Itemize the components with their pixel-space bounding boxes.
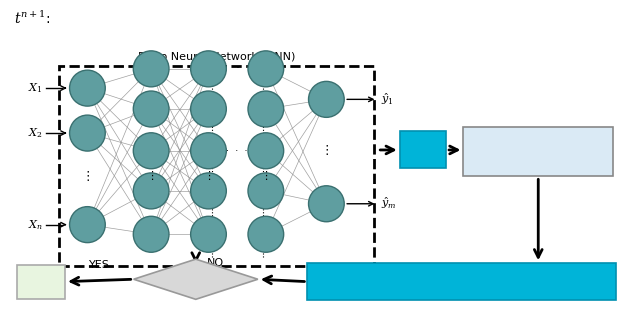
Text: ⋮: ⋮ xyxy=(145,171,157,181)
FancyBboxPatch shape xyxy=(463,127,613,177)
Ellipse shape xyxy=(133,91,169,127)
Ellipse shape xyxy=(133,216,169,252)
Text: $\hat{y}_1$: $\hat{y}_1$ xyxy=(381,92,393,107)
Text: ·  ·  ·: · · · xyxy=(227,146,248,156)
Text: Minimum?: Minimum? xyxy=(169,274,223,284)
Ellipse shape xyxy=(248,173,284,209)
Text: YES: YES xyxy=(89,260,110,270)
Polygon shape xyxy=(134,259,258,299)
Ellipse shape xyxy=(70,207,105,243)
Text: $\hat{y}_m$: $\hat{y}_m$ xyxy=(381,196,396,212)
Ellipse shape xyxy=(191,133,227,169)
Ellipse shape xyxy=(70,70,105,106)
FancyBboxPatch shape xyxy=(59,66,374,266)
Text: $t^{n+1}$:: $t^{n+1}$: xyxy=(14,9,51,27)
Text: ⋮: ⋮ xyxy=(203,171,214,181)
Text: Incremental potential loss: Incremental potential loss xyxy=(375,275,548,288)
Text: ·: · xyxy=(235,62,239,75)
Text: $X_1$: $X_1$ xyxy=(28,81,43,95)
Text: Deep Neural Network (DNN): Deep Neural Network (DNN) xyxy=(138,52,295,63)
Ellipse shape xyxy=(70,115,105,151)
Ellipse shape xyxy=(191,173,227,209)
Text: ⋮: ⋮ xyxy=(81,170,93,183)
Text: ⋮: ⋮ xyxy=(320,144,333,157)
Ellipse shape xyxy=(308,81,344,117)
FancyBboxPatch shape xyxy=(307,263,616,300)
Ellipse shape xyxy=(191,51,227,87)
Text: ⋮: ⋮ xyxy=(260,171,271,181)
Ellipse shape xyxy=(133,51,169,87)
Ellipse shape xyxy=(133,133,169,169)
Text: NO: NO xyxy=(207,258,225,268)
Ellipse shape xyxy=(191,216,227,252)
Ellipse shape xyxy=(248,133,284,169)
Ellipse shape xyxy=(248,91,284,127)
Ellipse shape xyxy=(248,216,284,252)
FancyBboxPatch shape xyxy=(17,265,65,298)
Ellipse shape xyxy=(191,91,227,127)
Ellipse shape xyxy=(248,51,284,87)
Text: $\hat{\boldsymbol{u}}^{n+1}(\boldsymbol{X}, \boldsymbol{\phi})$: $\hat{\boldsymbol{u}}^{n+1}(\boldsymbol{… xyxy=(505,142,572,161)
Ellipse shape xyxy=(133,173,169,209)
Text: $\boldsymbol{\phi}^*$: $\boldsymbol{\phi}^*$ xyxy=(31,272,51,291)
Text: $X_n$: $X_n$ xyxy=(28,218,43,232)
Text: BCs: BCs xyxy=(410,144,436,156)
Ellipse shape xyxy=(308,186,344,222)
Text: $X_2$: $X_2$ xyxy=(28,126,43,140)
FancyBboxPatch shape xyxy=(399,132,446,168)
